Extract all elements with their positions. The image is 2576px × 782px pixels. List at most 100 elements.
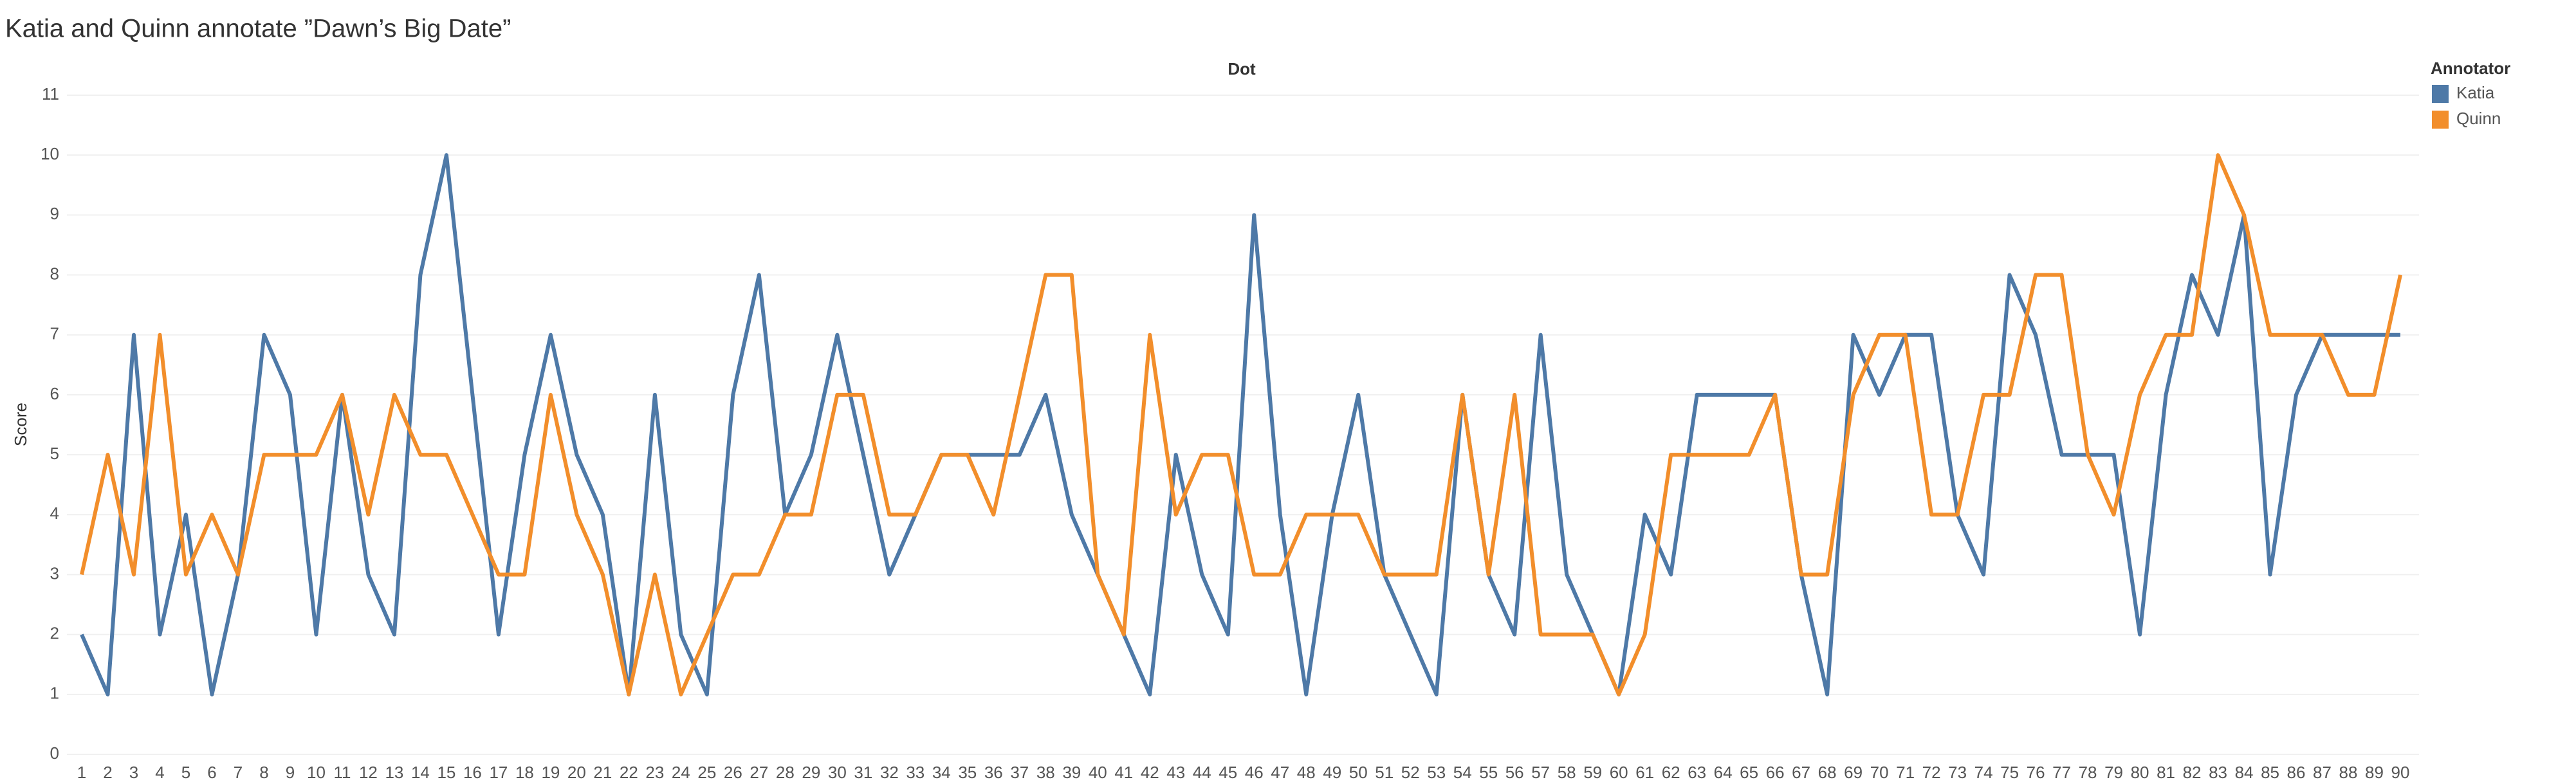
legend-label: Quinn — [2456, 109, 2501, 128]
legend-label: Katia — [2456, 83, 2495, 102]
x-tick-label: 81 — [2157, 763, 2175, 782]
y-tick-label: 3 — [50, 563, 59, 583]
x-tick-label: 8 — [259, 763, 268, 782]
x-tick-label: 1 — [77, 763, 86, 782]
x-tick-label: 89 — [2365, 763, 2384, 782]
x-tick-label: 23 — [645, 763, 664, 782]
x-tick-label: 76 — [2027, 763, 2045, 782]
x-tick-label: 33 — [906, 763, 925, 782]
x-tick-label: 71 — [1896, 763, 1915, 782]
x-tick-label: 43 — [1166, 763, 1185, 782]
x-tick-label: 87 — [2313, 763, 2332, 782]
x-tick-label: 88 — [2339, 763, 2358, 782]
x-tick-label: 3 — [129, 763, 138, 782]
legend-title: Annotator — [2431, 59, 2510, 78]
x-tick-label: 68 — [1818, 763, 1837, 782]
x-tick-label: 38 — [1036, 763, 1055, 782]
y-tick-label: 0 — [50, 743, 59, 763]
x-tick-label: 20 — [567, 763, 586, 782]
x-tick-label: 2 — [103, 763, 112, 782]
y-tick-label: 11 — [42, 84, 59, 104]
series-line — [80, 153, 2402, 696]
x-tick-label: 49 — [1323, 763, 1341, 782]
y-tick-label: 2 — [50, 624, 59, 643]
x-tick-label: 42 — [1141, 763, 1159, 782]
x-tick-label: 57 — [1531, 763, 1550, 782]
x-tick-label: 14 — [411, 763, 430, 782]
x-tick-label: 84 — [2235, 763, 2254, 782]
x-tick-label: 77 — [2052, 763, 2071, 782]
x-tick-label: 29 — [802, 763, 820, 782]
x-tick-label: 53 — [1427, 763, 1446, 782]
x-tick-label: 39 — [1062, 763, 1081, 782]
x-tick-label: 83 — [2209, 763, 2227, 782]
y-tick-label: 1 — [50, 684, 59, 703]
chart-title: Katia and Quinn annotate ”Dawn’s Big Dat… — [5, 15, 511, 43]
x-tick-label: 40 — [1089, 763, 1107, 782]
x-tick-label: 21 — [593, 763, 612, 782]
x-tick-label: 36 — [984, 763, 1003, 782]
x-tick-label: 26 — [724, 763, 742, 782]
x-tick-label: 13 — [385, 763, 403, 782]
x-axis-label: Dot — [1228, 59, 1256, 78]
x-tick-label: 22 — [620, 763, 638, 782]
x-tick-label: 7 — [234, 763, 243, 782]
x-tick-label: 28 — [776, 763, 795, 782]
x-tick-label: 11 — [333, 763, 351, 782]
x-tick-label: 27 — [750, 763, 768, 782]
x-tick-label: 59 — [1583, 763, 1602, 782]
x-tick-label: 19 — [541, 763, 560, 782]
x-tick-label: 52 — [1401, 763, 1420, 782]
x-tick-label: 31 — [854, 763, 872, 782]
x-tick-label: 24 — [672, 763, 690, 782]
x-tick-label: 74 — [1974, 763, 1993, 782]
x-tick-label: 9 — [286, 763, 295, 782]
x-tick-label: 50 — [1349, 763, 1368, 782]
x-tick-label: 44 — [1193, 763, 1211, 782]
x-tick-label: 55 — [1479, 763, 1498, 782]
series-line — [80, 153, 2400, 696]
x-tick-label: 45 — [1219, 763, 1237, 782]
x-tick-label: 80 — [2131, 763, 2149, 782]
x-tick-label: 4 — [155, 763, 164, 782]
legend-swatch — [2432, 85, 2449, 103]
x-tick-label: 86 — [2287, 763, 2306, 782]
x-tick-label: 64 — [1714, 763, 1733, 782]
x-tick-label: 12 — [359, 763, 378, 782]
x-tick-label: 70 — [1870, 763, 1889, 782]
x-tick-label: 58 — [1558, 763, 1576, 782]
x-tick-label: 5 — [181, 763, 190, 782]
x-tick-label: 67 — [1792, 763, 1810, 782]
x-tick-label: 85 — [2261, 763, 2279, 782]
x-tick-label: 62 — [1662, 763, 1680, 782]
x-tick-label: 60 — [1610, 763, 1628, 782]
x-tick-label: 69 — [1844, 763, 1863, 782]
y-tick-label: 5 — [50, 444, 59, 463]
x-tick-label: 34 — [932, 763, 951, 782]
x-tick-label: 46 — [1245, 763, 1264, 782]
x-tick-label: 78 — [2079, 763, 2097, 782]
y-tick-label: 9 — [50, 204, 59, 223]
x-tick-label: 63 — [1688, 763, 1706, 782]
x-tick-label: 32 — [880, 763, 899, 782]
x-tick-label: 37 — [1010, 763, 1029, 782]
x-tick-label: 54 — [1453, 763, 1472, 782]
x-tick-label: 10 — [307, 763, 326, 782]
x-tick-label: 66 — [1766, 763, 1785, 782]
x-tick-label: 48 — [1297, 763, 1316, 782]
x-tick-label: 18 — [515, 763, 534, 782]
y-tick-label: 6 — [50, 384, 59, 403]
legend-swatch — [2432, 111, 2449, 129]
y-tick-label: 10 — [41, 144, 59, 163]
x-tick-label: 35 — [958, 763, 977, 782]
x-tick-label: 25 — [697, 763, 716, 782]
y-axis-label: Score — [11, 403, 30, 446]
y-tick-label: 4 — [50, 504, 59, 523]
x-tick-label: 82 — [2183, 763, 2202, 782]
x-tick-label: 90 — [2391, 763, 2410, 782]
x-tick-label: 56 — [1505, 763, 1524, 782]
y-tick-label: 7 — [50, 324, 59, 343]
x-tick-label: 65 — [1740, 763, 1758, 782]
x-tick-label: 51 — [1375, 763, 1394, 782]
